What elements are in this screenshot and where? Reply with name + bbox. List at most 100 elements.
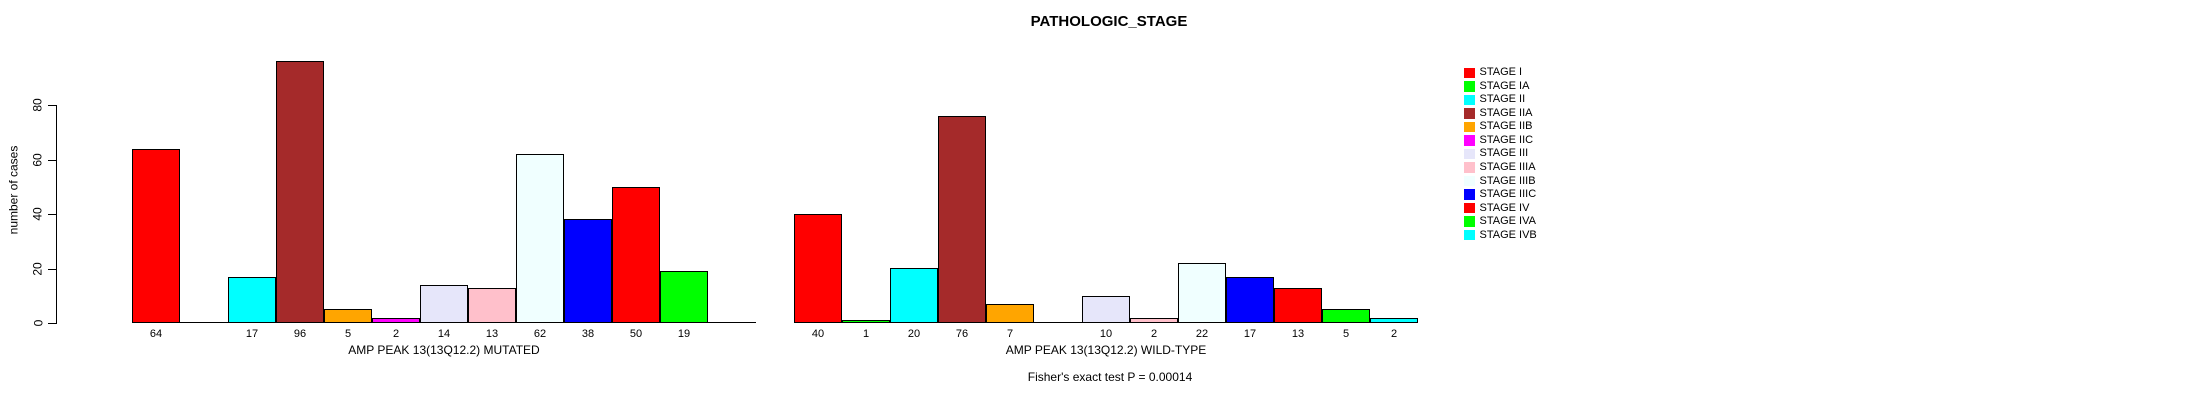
- legend-item: STAGE IA: [1464, 80, 1537, 94]
- legend-label: STAGE II: [1479, 93, 1526, 106]
- bar-stage-iiib: [516, 154, 564, 323]
- y-tick: [48, 159, 56, 161]
- x-axis-title-wild-type: AMP PEAK 13(13Q12.2) WILD-TYPE: [1005, 343, 1207, 357]
- legend-item: STAGE II: [1464, 93, 1537, 107]
- legend-label: STAGE IA: [1479, 79, 1530, 92]
- bar-stage-iv: [1274, 288, 1322, 323]
- bar-stage-ii: [228, 277, 276, 323]
- bar-value-label: 1: [862, 328, 870, 340]
- bar-stage-iib: [324, 309, 372, 323]
- legend-label: STAGE IVA: [1479, 215, 1536, 228]
- bar-stage-i: [132, 149, 180, 323]
- legend-item: STAGE I: [1464, 66, 1537, 80]
- bar-value-label: 7: [1006, 328, 1014, 340]
- bar-value-label: 13: [1291, 328, 1305, 340]
- bar-stage-ia: [842, 320, 890, 323]
- legend-item: STAGE IIB: [1464, 120, 1537, 134]
- y-tick-label: 80: [30, 83, 46, 127]
- bar-value-label: 17: [1243, 328, 1257, 340]
- legend-swatch: [1464, 67, 1475, 79]
- bar-value-label: 10: [1099, 328, 1113, 340]
- bar-value-label: 64: [149, 328, 163, 340]
- bar-stage-ivb: [1370, 318, 1418, 323]
- legend-swatch: [1464, 121, 1475, 133]
- bar-value-label: 17: [245, 328, 259, 340]
- y-tick: [48, 323, 56, 324]
- legend-label: STAGE IIB: [1479, 120, 1533, 133]
- y-tick-label: 60: [30, 138, 46, 182]
- legend-label: STAGE IIIB: [1479, 174, 1536, 187]
- bar-stage-iii: [420, 285, 468, 323]
- legend-item: STAGE III: [1464, 147, 1537, 161]
- bar-stage-iiib: [1178, 263, 1226, 323]
- legend-item: STAGE IVB: [1464, 228, 1537, 242]
- legend-item: STAGE IIIA: [1464, 161, 1537, 175]
- bar-stage-iic: [372, 318, 420, 323]
- bar-value-label: 62: [533, 328, 547, 340]
- legend-label: STAGE IIIA: [1479, 160, 1536, 173]
- legend-swatch: [1464, 202, 1475, 214]
- y-tick-label: 40: [30, 192, 46, 236]
- bar-value-label: 19: [677, 328, 691, 340]
- bar-stage-iva: [660, 271, 708, 323]
- bar-stage-i: [794, 214, 842, 323]
- bar-value-label: 20: [907, 328, 921, 340]
- legend-swatch: [1464, 148, 1475, 160]
- legend-label: STAGE III: [1479, 147, 1529, 160]
- legend-swatch: [1464, 94, 1475, 106]
- legend-item: STAGE IIA: [1464, 107, 1537, 121]
- y-tick: [48, 214, 56, 215]
- fisher-test-annotation: Fisher's exact test P = 0.00014: [1027, 370, 1193, 384]
- legend-label: STAGE IVB: [1479, 228, 1537, 241]
- bar-stage-iic-zero: [1034, 322, 1082, 323]
- y-tick: [48, 105, 56, 106]
- legend-swatch: [1464, 175, 1475, 187]
- bar-stage-iva: [1322, 309, 1370, 323]
- bar-value-label: 5: [1342, 328, 1350, 340]
- legend-item: STAGE IIC: [1464, 134, 1537, 148]
- y-axis-label: number of cases: [2, 130, 24, 250]
- legend-item: STAGE IVA: [1464, 215, 1537, 229]
- x-axis-title-mutated: AMP PEAK 13(13Q12.2) MUTATED: [348, 343, 540, 357]
- y-tick-label: 0: [30, 301, 46, 345]
- legend-swatch: [1464, 81, 1475, 92]
- bar-value-label: 2: [1390, 328, 1398, 340]
- bar-stage-iiia: [1130, 318, 1178, 323]
- bar-stage-iv: [612, 187, 660, 323]
- legend-item: STAGE IV: [1464, 201, 1537, 215]
- y-tick-label-text: 80: [30, 98, 45, 112]
- legend-label: STAGE IV: [1479, 201, 1530, 214]
- bar-value-label: 22: [1195, 328, 1209, 340]
- legend-label: STAGE IIA: [1479, 106, 1533, 119]
- bar-value-label: 40: [811, 328, 825, 340]
- bar-value-label: 38: [581, 328, 595, 340]
- legend-swatch: [1464, 229, 1475, 241]
- bar-value-label: 2: [392, 328, 400, 340]
- bar-stage-ia-zero: [180, 322, 228, 323]
- bar-value-label: 2: [1150, 328, 1158, 340]
- y-tick-label-text: 40: [30, 207, 45, 221]
- y-tick-label-text: 0: [31, 319, 45, 327]
- y-axis-label-text: number of cases: [6, 145, 20, 235]
- bar-stage-iiic: [1226, 277, 1274, 323]
- bar-value-label: 96: [293, 328, 307, 340]
- legend-swatch: [1464, 162, 1475, 173]
- bar-stage-ivb-zero: [708, 322, 756, 323]
- legend-item: STAGE IIIC: [1464, 188, 1537, 202]
- bar-stage-iii: [1082, 296, 1130, 323]
- y-tick-label-text: 60: [30, 152, 45, 167]
- bar-stage-iib: [986, 304, 1034, 323]
- legend-label: STAGE IIC: [1479, 133, 1534, 146]
- bar-value-label: 13: [485, 328, 499, 340]
- y-axis-line: [56, 105, 57, 324]
- legend: STAGE I STAGE IA STAGE II STAGE IIA STAGE II…: [1464, 66, 1537, 242]
- bar-stage-iiic: [564, 219, 612, 323]
- legend-item: STAGE IIIB: [1464, 174, 1537, 188]
- bar-stage-ii: [890, 268, 938, 323]
- y-tick-label: 20: [30, 247, 46, 291]
- legend-swatch: [1464, 135, 1475, 146]
- bar-stage-iiia: [468, 288, 516, 323]
- bar-value-label: 14: [437, 328, 451, 340]
- bar-value-label: 50: [629, 328, 643, 340]
